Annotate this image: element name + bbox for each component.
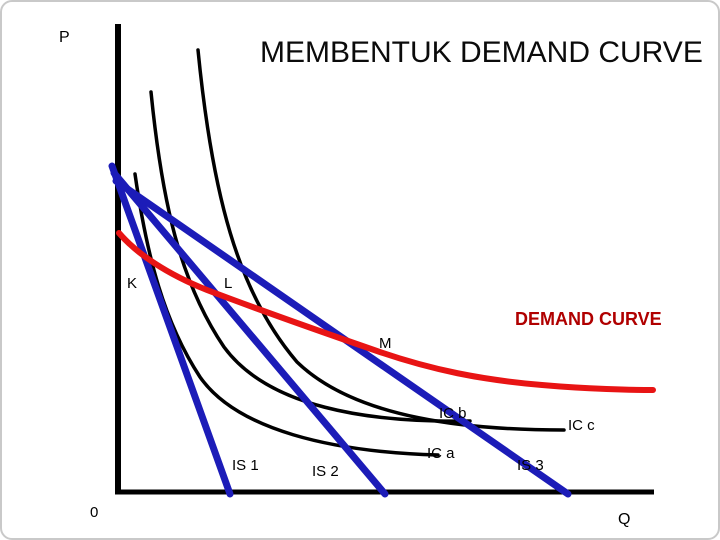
- point-label-k: K: [127, 275, 138, 292]
- demand-curve-label: DEMAND CURVE: [515, 309, 662, 329]
- origin-label: 0: [90, 504, 99, 521]
- indifference-curve-c: [196, 48, 566, 432]
- point-label-l: L: [224, 275, 233, 292]
- slide-title: MEMBENTUK DEMAND CURVE: [260, 36, 703, 69]
- x-axis-label: Q: [618, 511, 631, 528]
- y-axis-label: P: [59, 29, 70, 46]
- point-label-m: M: [379, 335, 392, 352]
- indifference-curve-b: [149, 90, 472, 423]
- is-2-label: IS 2: [312, 463, 339, 480]
- ic-c-label: IC c: [568, 417, 595, 434]
- demand-curve-line: [116, 230, 656, 393]
- is-3-label: IS 3: [517, 457, 544, 474]
- ic-b-label: IC b: [439, 405, 467, 422]
- ic-a-label: IC a: [427, 445, 455, 462]
- budget-line-is1: [108, 162, 234, 498]
- budget-line-is2: [110, 169, 389, 498]
- is-1-label: IS 1: [232, 457, 259, 474]
